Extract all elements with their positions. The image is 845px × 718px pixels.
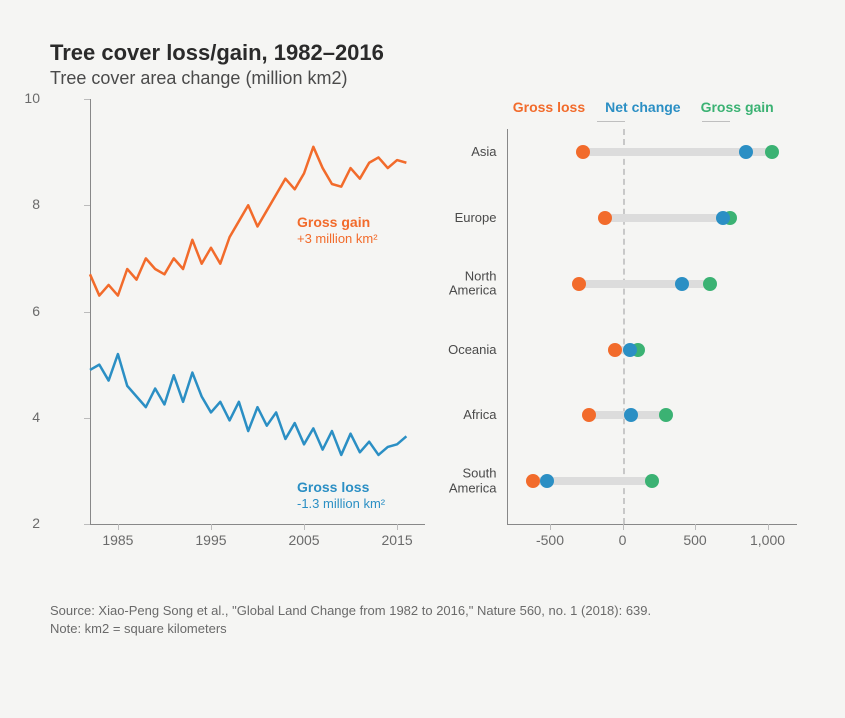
- series-annotation: Gross gain+3 million km²: [297, 214, 378, 246]
- region-label: Africa: [427, 408, 497, 422]
- line-chart: 2468101985199520052015Gross gain+3 milli…: [50, 99, 419, 554]
- net-dot: [540, 474, 554, 488]
- chart-subtitle: Tree cover area change (million km2): [50, 68, 795, 89]
- net-dot: [623, 343, 637, 357]
- gain-dot: [765, 145, 779, 159]
- chart-title: Tree cover loss/gain, 1982–2016: [50, 40, 795, 66]
- dot-x-tick-label: 0: [619, 532, 627, 548]
- region-label: Oceania: [427, 342, 497, 356]
- loss-dot: [582, 408, 596, 422]
- dot-x-tick-label: 500: [683, 532, 706, 548]
- net-dot: [675, 277, 689, 291]
- loss-dot: [608, 343, 622, 357]
- legend-connector: [702, 121, 730, 122]
- loss-dot: [598, 211, 612, 225]
- net-dot: [624, 408, 638, 422]
- dot-x-tick: [550, 524, 551, 530]
- loss-dot: [572, 277, 586, 291]
- y-tick-label: 4: [10, 409, 40, 425]
- legend-item: Gross loss: [513, 99, 585, 115]
- series-loss: [90, 354, 406, 455]
- annot-label: Gross gain: [297, 214, 378, 231]
- net-dot: [739, 145, 753, 159]
- dot-x-tick-label: -500: [536, 532, 564, 548]
- dot-x-tick-label: 1,000: [750, 532, 785, 548]
- source-line-2: Note: km2 = square kilometers: [50, 620, 795, 638]
- source-text: Source: Xiao-Peng Song et al., "Global L…: [50, 602, 795, 638]
- y-tick-label: 8: [10, 196, 40, 212]
- annot-label: Gross loss: [297, 479, 385, 496]
- y-tick-label: 2: [10, 515, 40, 531]
- region-label: NorthAmerica: [427, 269, 497, 298]
- annot-sublabel: +3 million km²: [297, 231, 378, 247]
- dot-y-axis: [507, 129, 508, 524]
- dot-chart: Gross loss Net change Gross gain Asia Europe…: [427, 99, 796, 554]
- y-tick-label: 6: [10, 303, 40, 319]
- annot-sublabel: -1.3 million km²: [297, 496, 385, 512]
- range-bar: [605, 214, 730, 222]
- legend-item: Gross gain: [701, 99, 774, 115]
- legend-connector: [597, 121, 625, 122]
- net-dot: [716, 211, 730, 225]
- range-bar: [579, 280, 710, 288]
- dot-x-tick: [623, 524, 624, 530]
- dot-x-tick: [768, 524, 769, 530]
- gain-dot: [703, 277, 717, 291]
- series-annotation: Gross loss-1.3 million km²: [297, 479, 385, 511]
- region-label: Europe: [427, 211, 497, 225]
- region-label: SouthAmerica: [427, 467, 497, 496]
- source-line-1: Source: Xiao-Peng Song et al., "Global L…: [50, 602, 795, 620]
- zero-line: [623, 129, 625, 524]
- dot-legend: Gross loss Net change Gross gain: [492, 99, 796, 123]
- region-label: Asia: [427, 145, 497, 159]
- gain-dot: [659, 408, 673, 422]
- y-tick-label: 10: [10, 90, 40, 106]
- dot-x-tick: [695, 524, 696, 530]
- legend-item: Net change: [605, 99, 680, 115]
- gain-dot: [645, 474, 659, 488]
- loss-dot: [576, 145, 590, 159]
- loss-dot: [526, 474, 540, 488]
